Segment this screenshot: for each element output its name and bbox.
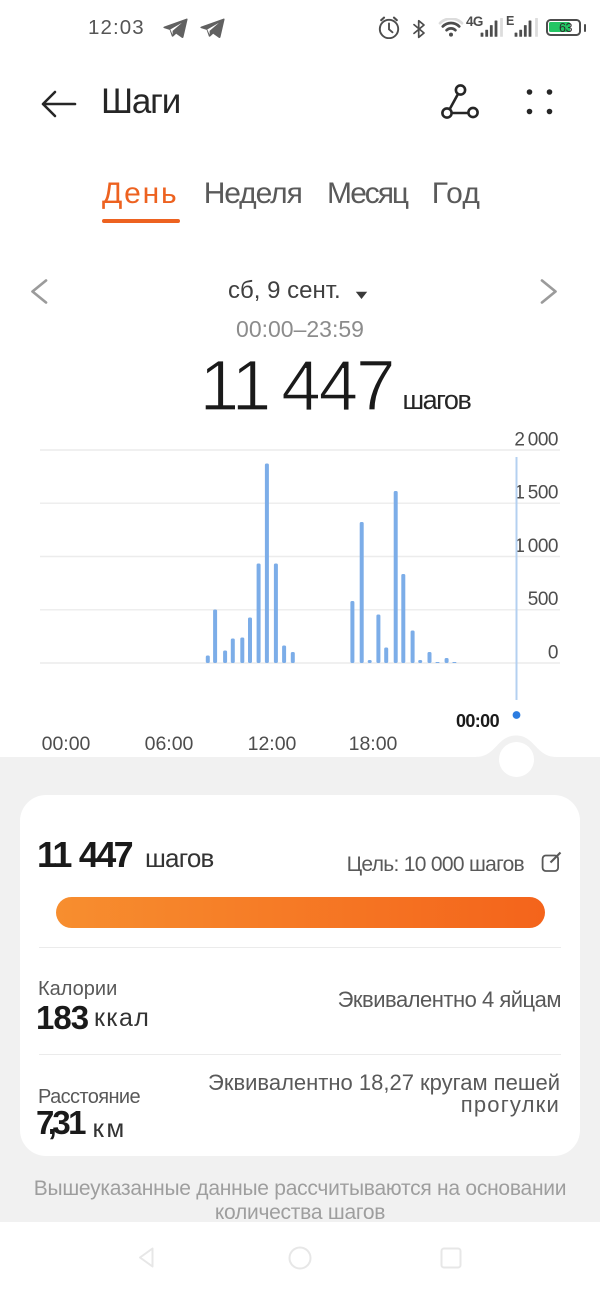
svg-text:00:00: 00:00 (42, 733, 91, 755)
svg-text:00:00: 00:00 (456, 711, 500, 731)
svg-text:1 500: 1 500 (514, 483, 558, 504)
svg-text:18:00: 18:00 (349, 733, 398, 755)
svg-text:0: 0 (548, 643, 558, 664)
svg-text:1 000: 1 000 (514, 536, 558, 557)
svg-text:06:00: 06:00 (145, 733, 194, 755)
svg-text:500: 500 (528, 589, 558, 610)
svg-text:2 000: 2 000 (514, 430, 558, 451)
svg-text:12:00: 12:00 (248, 733, 297, 755)
